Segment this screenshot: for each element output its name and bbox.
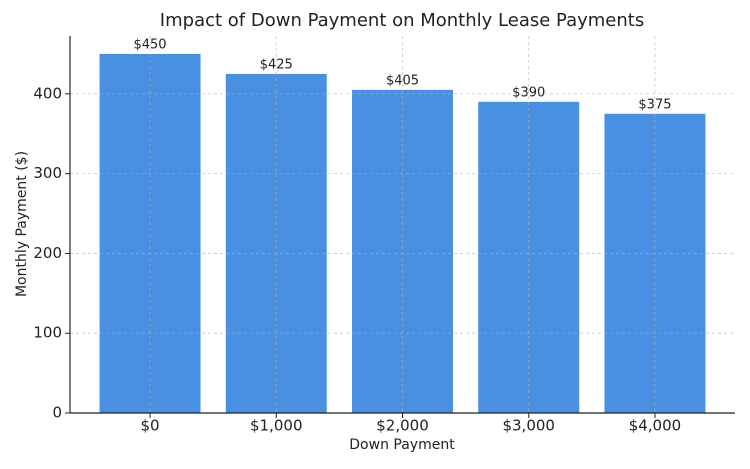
y-tick-label: 200 [33, 244, 62, 262]
x-tick-label: $4,000 [629, 417, 682, 435]
x-tick-label: $1,000 [250, 417, 303, 435]
bar [99, 53, 201, 413]
chart-title: Impact of Down Payment on Monthly Lease … [160, 10, 644, 31]
y-tick-label: 300 [33, 164, 62, 182]
x-axis-label: Down Payment [349, 437, 455, 453]
x-tick-label: $0 [140, 417, 159, 435]
bar [352, 89, 453, 413]
x-tick-label: $3,000 [502, 417, 555, 435]
y-tick-label: 0 [52, 404, 62, 422]
y-tick-label: 400 [33, 84, 62, 102]
x-tick-label: $2,000 [376, 417, 429, 435]
value-label: $425 [260, 57, 293, 72]
y-tick-label: 100 [33, 324, 62, 342]
y-axis-label: Monthly Payment ($) [14, 151, 30, 297]
